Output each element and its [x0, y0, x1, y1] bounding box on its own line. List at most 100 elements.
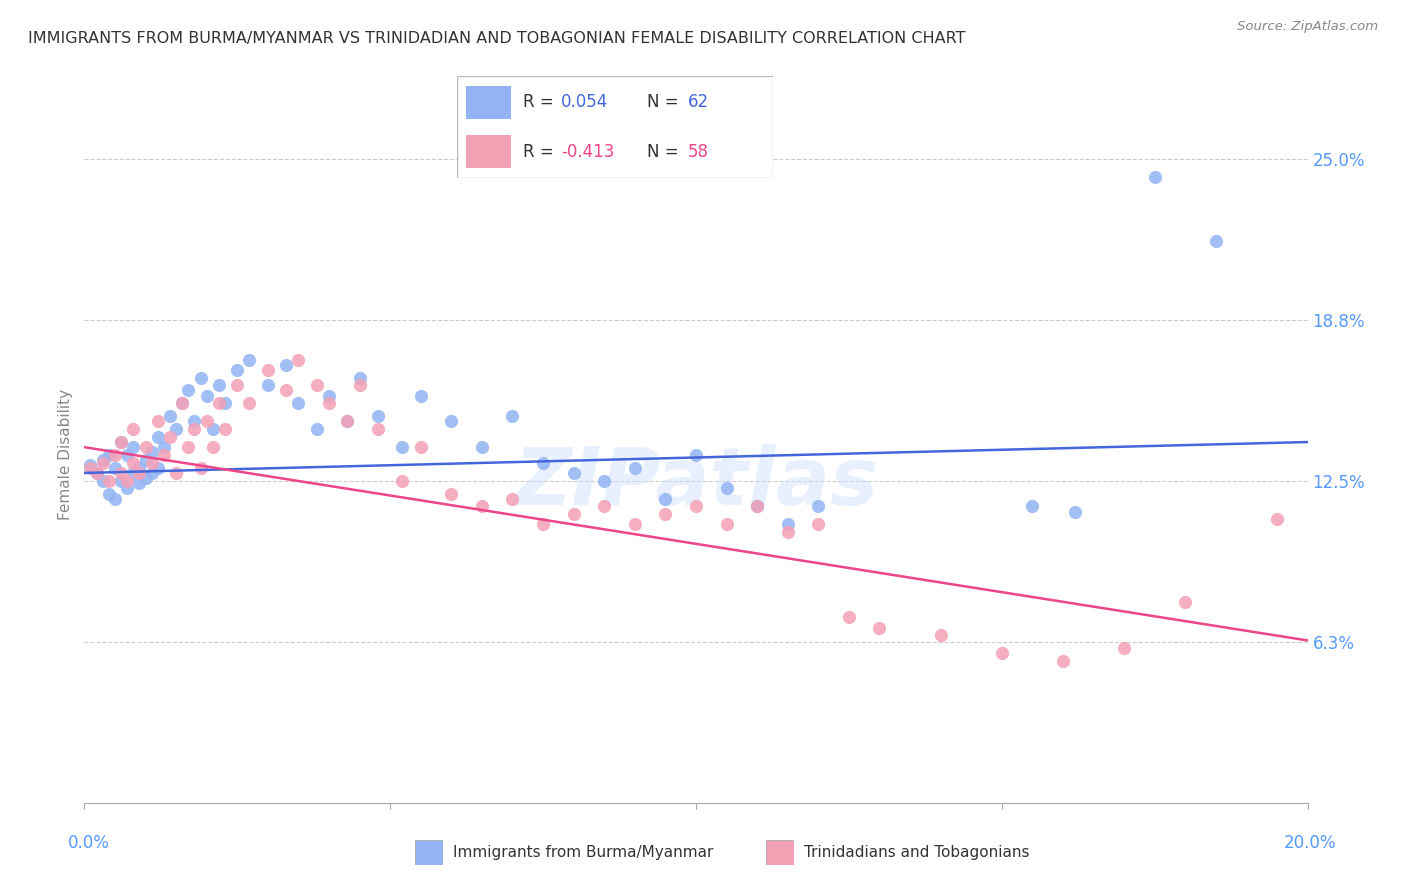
- Text: N =: N =: [647, 94, 678, 112]
- FancyBboxPatch shape: [467, 87, 510, 119]
- Point: [208, 396, 231, 410]
- Point: [226, 363, 249, 377]
- Point: [195, 389, 218, 403]
- Point: [91, 456, 114, 470]
- Point: [183, 414, 205, 428]
- Point: [115, 474, 138, 488]
- Point: [1174, 595, 1197, 609]
- Point: [91, 474, 114, 488]
- Point: [122, 456, 145, 470]
- Point: [502, 409, 524, 424]
- Point: [97, 448, 120, 462]
- Point: [869, 621, 891, 635]
- Point: [226, 378, 249, 392]
- Text: 20.0%: 20.0%: [1284, 834, 1337, 852]
- Point: [471, 500, 494, 514]
- Point: [190, 370, 212, 384]
- Point: [776, 525, 799, 540]
- Point: [807, 500, 830, 514]
- Point: [153, 448, 176, 462]
- Point: [747, 500, 769, 514]
- Point: [287, 396, 309, 410]
- Point: [624, 460, 647, 475]
- FancyBboxPatch shape: [415, 840, 443, 865]
- Point: [1052, 654, 1074, 668]
- Point: [115, 482, 138, 496]
- Point: [110, 474, 132, 488]
- Text: -0.413: -0.413: [561, 143, 614, 161]
- Point: [135, 440, 157, 454]
- Point: [685, 500, 707, 514]
- Text: N =: N =: [647, 143, 678, 161]
- Point: [141, 466, 163, 480]
- Point: [165, 466, 187, 480]
- Point: [135, 453, 157, 467]
- Text: Trinidadians and Tobagonians: Trinidadians and Tobagonians: [804, 846, 1029, 860]
- Point: [305, 378, 328, 392]
- Point: [153, 440, 176, 454]
- Point: [1114, 641, 1136, 656]
- Point: [86, 466, 108, 480]
- Point: [716, 517, 738, 532]
- Point: [141, 456, 163, 470]
- Point: [276, 384, 298, 398]
- Point: [214, 422, 236, 436]
- Point: [159, 409, 181, 424]
- Point: [318, 396, 340, 410]
- Point: [440, 486, 463, 500]
- Point: [1205, 234, 1227, 248]
- Point: [201, 422, 224, 436]
- FancyBboxPatch shape: [457, 76, 773, 178]
- Text: 58: 58: [688, 143, 709, 161]
- Point: [86, 466, 108, 480]
- Point: [305, 422, 328, 436]
- Point: [79, 460, 101, 475]
- Point: [110, 435, 132, 450]
- Point: [391, 440, 413, 454]
- Text: Immigrants from Burma/Myanmar: Immigrants from Burma/Myanmar: [453, 846, 713, 860]
- Point: [177, 384, 200, 398]
- Point: [1143, 169, 1166, 184]
- Point: [110, 435, 132, 450]
- FancyBboxPatch shape: [766, 840, 794, 865]
- Point: [97, 486, 120, 500]
- Point: [776, 517, 799, 532]
- Point: [391, 474, 413, 488]
- Point: [122, 466, 145, 480]
- Point: [807, 517, 830, 532]
- Point: [562, 507, 585, 521]
- Point: [122, 440, 145, 454]
- Point: [440, 414, 463, 428]
- Point: [238, 352, 260, 367]
- Text: IMMIGRANTS FROM BURMA/MYANMAR VS TRINIDADIAN AND TOBAGONIAN FEMALE DISABILITY CO: IMMIGRANTS FROM BURMA/MYANMAR VS TRINIDA…: [28, 31, 966, 46]
- Point: [104, 460, 127, 475]
- Point: [257, 363, 280, 377]
- Point: [318, 389, 340, 403]
- Point: [747, 500, 769, 514]
- Point: [367, 409, 389, 424]
- Point: [257, 378, 280, 392]
- Point: [367, 422, 389, 436]
- Point: [562, 466, 585, 480]
- Point: [593, 500, 616, 514]
- Text: 0.0%: 0.0%: [67, 834, 110, 852]
- Y-axis label: Female Disability: Female Disability: [58, 389, 73, 521]
- Point: [502, 491, 524, 506]
- Point: [195, 414, 218, 428]
- Point: [531, 456, 554, 470]
- Point: [128, 466, 150, 480]
- Point: [716, 482, 738, 496]
- Text: 0.054: 0.054: [561, 94, 609, 112]
- Point: [654, 491, 676, 506]
- Point: [214, 396, 236, 410]
- Point: [929, 628, 952, 642]
- Point: [201, 440, 224, 454]
- Point: [141, 445, 163, 459]
- Point: [177, 440, 200, 454]
- Point: [110, 466, 132, 480]
- Point: [115, 448, 138, 462]
- Point: [685, 448, 707, 462]
- Point: [349, 378, 371, 392]
- Point: [172, 396, 194, 410]
- Point: [471, 440, 494, 454]
